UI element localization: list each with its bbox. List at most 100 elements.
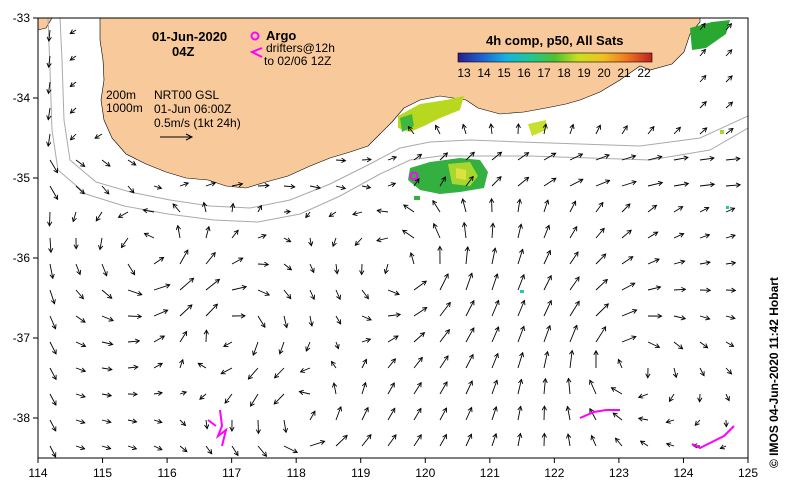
current-arrow-head: [230, 202, 236, 208]
lon-tick-label: 117: [222, 466, 241, 480]
current-arrow: [199, 393, 207, 400]
current-arrow: [335, 435, 348, 447]
current-arrow: [517, 379, 522, 395]
current-arrow: [279, 341, 285, 355]
current-arrow-head: [376, 237, 382, 243]
current-arrow-head: [625, 203, 631, 209]
current-arrow: [699, 234, 710, 239]
current-arrow-head: [442, 433, 447, 440]
current-arrow-head: [442, 152, 449, 158]
current-arrow: [70, 133, 77, 141]
current-arrow: [361, 359, 367, 369]
current-arrow-head: [547, 299, 552, 306]
current-arrow-head: [730, 233, 736, 239]
current-arrow: [331, 361, 337, 369]
current-arrow: [699, 367, 705, 376]
current-arrow: [621, 282, 635, 291]
current-arrow-head: [53, 194, 59, 201]
colorbar-title: 4h comp, p50, All Sats: [486, 33, 624, 48]
current-arrow: [361, 407, 369, 421]
current-arrow: [101, 289, 113, 299]
current-arrow-head: [199, 394, 205, 400]
current-arrow: [615, 437, 623, 447]
current-arrow-head: [701, 48, 707, 54]
current-arrow: [621, 229, 632, 239]
latitude-axis: -33 -34 -35 -36 -37 -38: [13, 11, 38, 425]
current-arrow: [387, 408, 396, 421]
current-arrow-head: [496, 176, 502, 182]
current-arrow: [491, 151, 502, 161]
current-arrow-head: [520, 325, 525, 331]
current-arrow-head: [467, 406, 473, 413]
current-arrow: [309, 289, 315, 300]
current-arrow: [118, 211, 129, 218]
current-arrow: [647, 258, 660, 265]
current-arrow: [517, 406, 522, 421]
current-arrow: [231, 203, 234, 213]
current-arrow: [465, 300, 475, 317]
current-arrow: [361, 315, 372, 321]
current-arrow: [595, 326, 607, 343]
current-arrow-head: [490, 222, 496, 228]
current-arrow-head: [602, 278, 608, 284]
current-arrow-head: [391, 434, 397, 440]
current-arrow-head: [106, 445, 112, 451]
current-arrow-head: [416, 407, 422, 414]
current-arrow-head: [727, 369, 733, 375]
current-arrow-head: [494, 326, 500, 332]
current-arrow-head: [336, 319, 342, 325]
current-arrow-head: [237, 182, 244, 188]
current-arrow-head: [701, 74, 707, 81]
current-arrow-head: [106, 418, 112, 424]
current-arrow-head: [286, 294, 292, 300]
current-arrow: [543, 378, 546, 395]
current-arrow: [179, 304, 193, 317]
current-arrow: [248, 367, 259, 380]
current-arrow: [49, 393, 57, 406]
current-arrow-head: [441, 176, 446, 182]
current-arrow: [465, 380, 473, 395]
current-arrow-head: [700, 22, 706, 28]
current-arrow: [491, 273, 498, 291]
current-arrow-head: [727, 49, 733, 55]
current-arrow-head: [679, 232, 685, 238]
current-arrow-head: [461, 198, 467, 204]
current-arrow-head: [654, 258, 660, 264]
current-arrow-head: [137, 313, 143, 320]
current-arrow: [387, 434, 397, 447]
map-hour: 04Z: [172, 44, 194, 59]
current-arrow: [699, 23, 706, 31]
current-arrow: [410, 252, 415, 265]
current-arrow: [70, 81, 77, 87]
current-arrow-head: [574, 300, 580, 306]
current-arrow: [595, 279, 608, 291]
lon-tick-label: 116: [158, 466, 177, 480]
current-arrow-head: [654, 343, 661, 349]
current-arrow: [725, 367, 732, 375]
current-arrow: [231, 183, 243, 187]
current-arrow: [699, 157, 714, 161]
current-arrow-head: [359, 270, 365, 276]
current-arrow: [205, 419, 208, 429]
isobath-200m: [59, 18, 748, 209]
current-arrow: [75, 445, 85, 450]
current-arrow-head: [361, 381, 367, 388]
current-arrow: [47, 107, 51, 120]
current-arrow: [725, 101, 733, 109]
current-arrow-head: [46, 115, 52, 121]
current-arrow: [491, 223, 494, 239]
lon-tick-label: 123: [609, 466, 629, 480]
current-arrow: [647, 286, 661, 291]
current-arrow-head: [157, 362, 164, 368]
current-arrow-head: [444, 273, 449, 279]
current-arrow: [491, 176, 502, 187]
current-arrow: [387, 382, 395, 395]
current-arrow-head: [366, 157, 372, 163]
current-arrow: [252, 341, 259, 356]
current-arrow-head: [46, 88, 52, 95]
current-arrow: [257, 315, 266, 328]
current-arrow: [569, 325, 578, 343]
current-arrow-head: [94, 134, 100, 139]
current-arrow: [725, 393, 730, 401]
